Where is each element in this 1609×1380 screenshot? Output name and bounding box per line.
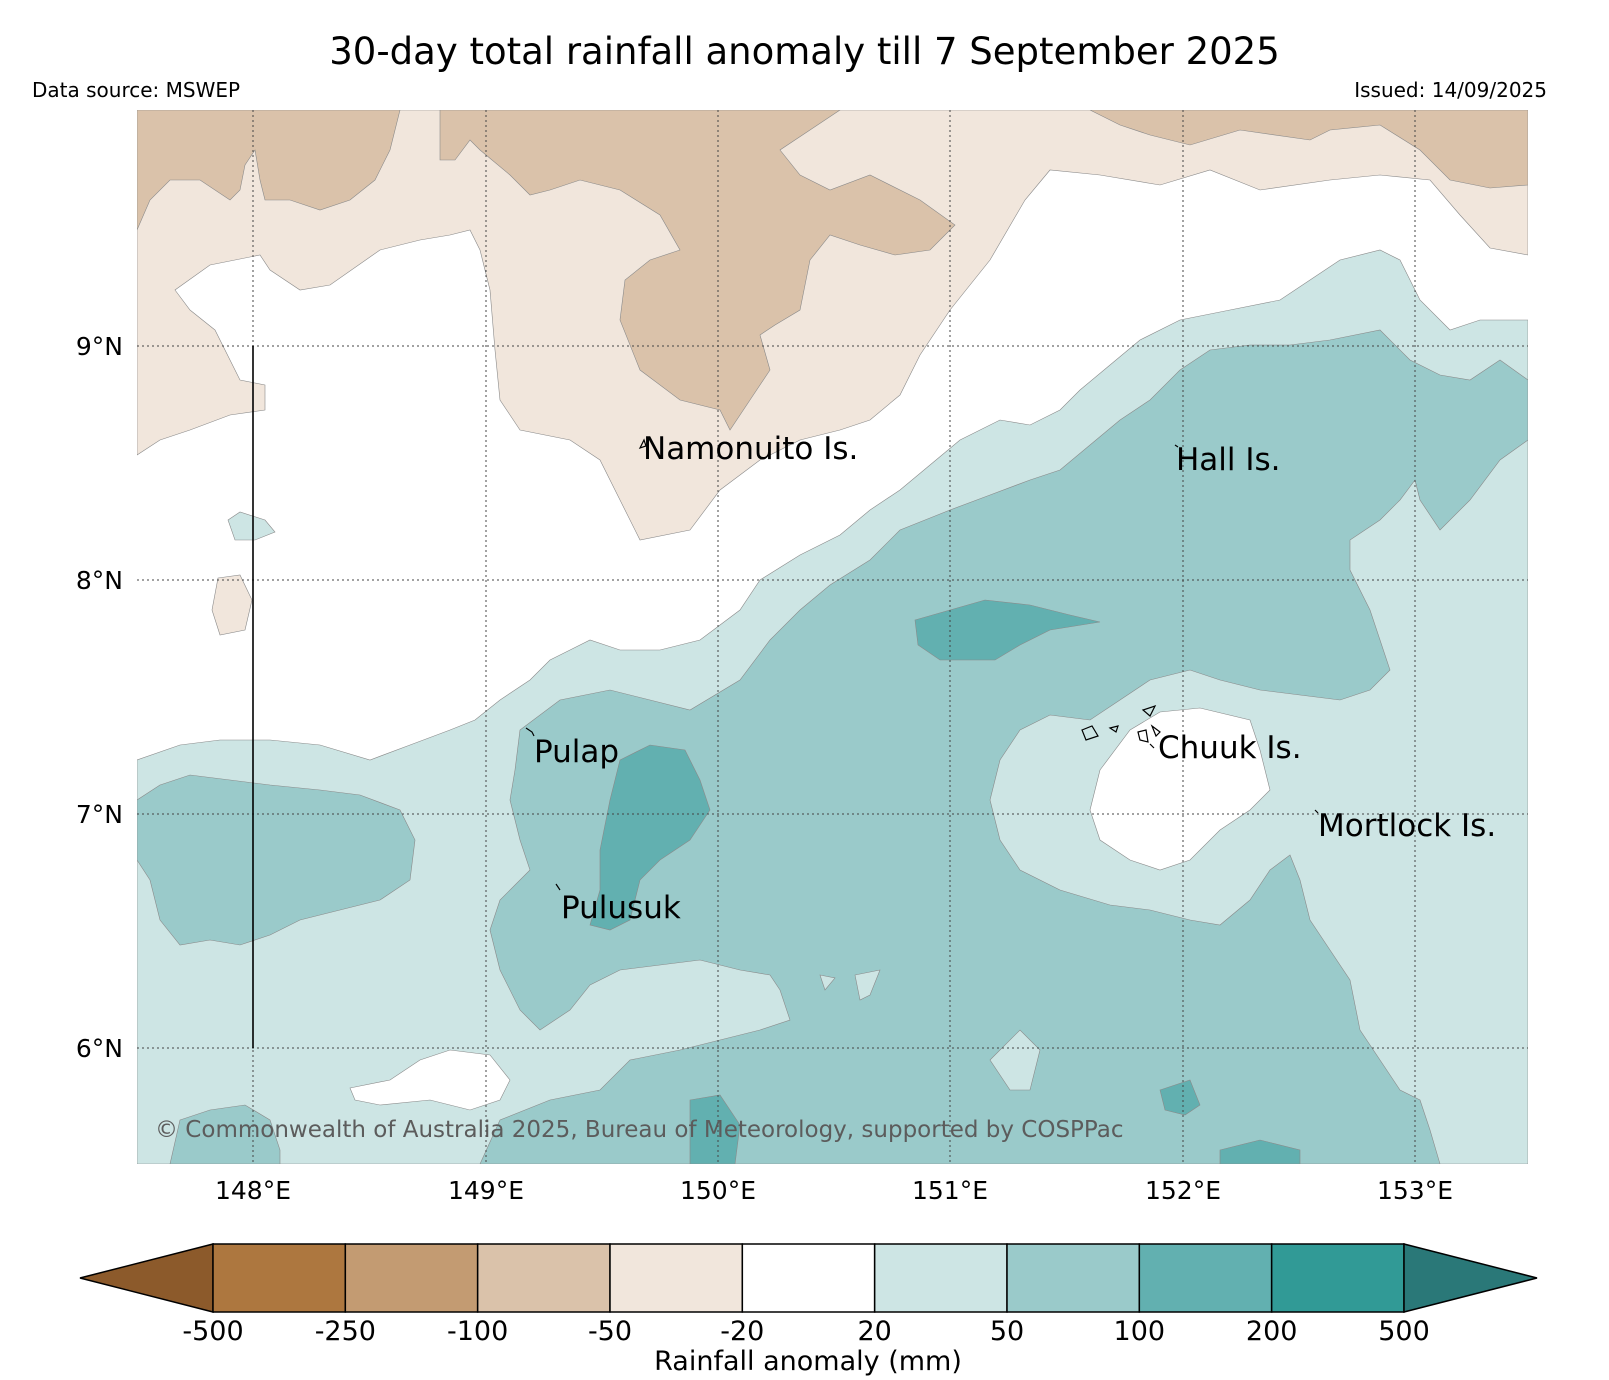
lat-label-7n: 7°N: [76, 800, 123, 829]
contour-wet-medium-west: [137, 774, 416, 946]
lon-label-152e: 152°E: [1145, 1176, 1221, 1205]
colorbar-tick-label: -100: [447, 1316, 508, 1347]
contour-wet-strong-central: [589, 744, 711, 931]
contour-dry-patch: [211, 574, 253, 636]
contour-dry-light: [137, 110, 1528, 541]
contour-dry-medium: [137, 110, 401, 231]
colorbar-tick-label: 500: [1378, 1316, 1430, 1347]
lat-label-8n: 8°N: [76, 566, 123, 595]
copyright-notice: © Commonwealth of Australia 2025, Bureau…: [155, 1117, 1124, 1143]
contour-wet-medium-south: [169, 1104, 281, 1164]
colorbar-bin: [476, 1243, 611, 1313]
colorbar-bin: [873, 1243, 1008, 1313]
colorbar-tick-label: 20: [857, 1316, 891, 1347]
place-label-chuuk: Chuuk Is.: [1158, 730, 1302, 766]
lon-label-151e: 151°E: [912, 1176, 988, 1205]
colorbar-bins: [212, 1243, 1405, 1313]
contour-wet-medium: [479, 329, 1528, 1164]
contour-neutral-south: [349, 1049, 511, 1111]
lon-label-153e: 153°E: [1377, 1176, 1453, 1205]
island-outlines: [525, 438, 1319, 891]
lon-label-148e: 148°E: [215, 1176, 291, 1205]
place-label-pulusuk: Pulusuk: [561, 890, 681, 926]
colorbar-bin: [1270, 1243, 1405, 1313]
place-label-pulap: Pulap: [534, 734, 619, 770]
colorbar-bin: [609, 1243, 744, 1313]
colorbar-tick-label: 200: [1246, 1316, 1298, 1347]
colorbar-extend-low: [79, 1243, 214, 1313]
contour-dry-medium-3: [1089, 110, 1528, 189]
colorbar-bin: [741, 1243, 876, 1313]
colorbar-tick-label: -20: [720, 1316, 764, 1347]
colorbar-extend-high: [1403, 1243, 1538, 1313]
map-title: 30-day total rainfall anomaly till 7 Sep…: [329, 30, 1280, 73]
lat-label-6n: 6°N: [76, 1034, 123, 1063]
colorbar-bin: [344, 1243, 479, 1313]
contour-wet-light-holes: [819, 969, 1041, 1091]
colorbar-bin: [212, 1243, 347, 1313]
colorbar-bin: [1138, 1243, 1273, 1313]
colorbar-tick-label: 50: [990, 1316, 1024, 1347]
contour-neutral-chuuk: [1089, 707, 1271, 871]
data-source: Data source: MSWEP: [32, 78, 241, 102]
contour-dry-medium-2: [439, 110, 956, 431]
colorbar-bin: [1006, 1243, 1141, 1313]
colorbar-label: Rainfall anomaly (mm): [654, 1346, 962, 1377]
map-plot-area: [137, 110, 1528, 1164]
lon-label-150e: 150°E: [680, 1176, 756, 1205]
contour-wet-light-patch: [227, 511, 276, 541]
colorbar-tick-label: -250: [315, 1316, 376, 1347]
lat-label-9n: 9°N: [76, 332, 123, 361]
colorbar-tick-label: -50: [588, 1316, 632, 1347]
colorbar-tick-label: -500: [182, 1316, 243, 1347]
place-label-namonuito: Namonuito Is.: [643, 431, 858, 467]
place-label-hall: Hall Is.: [1176, 442, 1281, 478]
place-label-mortlock: Mortlock Is.: [1318, 808, 1496, 844]
issued-date: Issued: 14/09/2025: [1354, 78, 1547, 102]
colorbar-tick-label: 100: [1114, 1316, 1166, 1347]
contour-wet-strong-south: [689, 1079, 1301, 1164]
colorbar: -500 -250 -100 -50 -20 20 50 100 200 500 Rainfall…: [79, 1243, 1538, 1377]
contour-wet-strong-north: [914, 599, 1101, 661]
colorbar-ticks: -500 -250 -100 -50 -20 20 50 100 200 500: [182, 1316, 1429, 1347]
lon-label-149e: 149°E: [448, 1176, 524, 1205]
